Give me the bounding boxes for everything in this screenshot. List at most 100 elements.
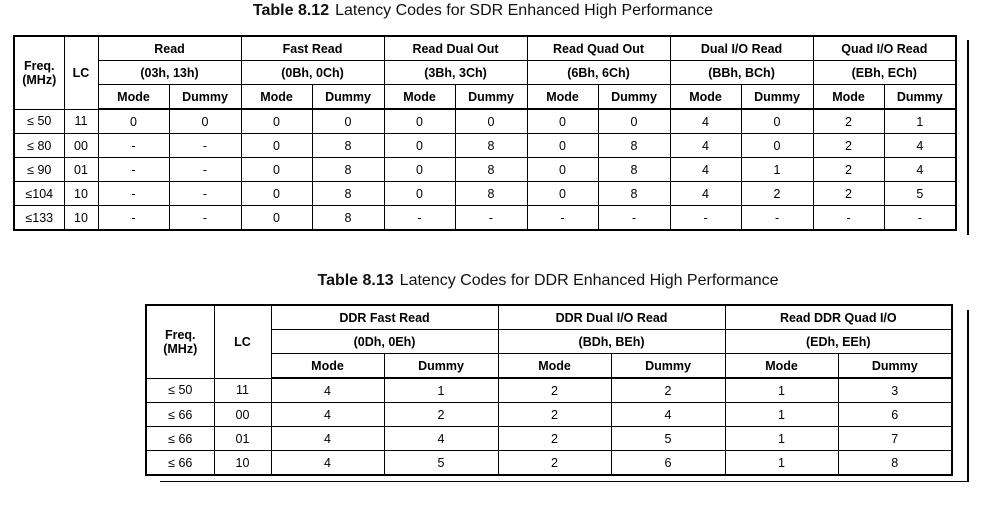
cell: 2: [610, 377, 726, 403]
group-name: Read Quad Out: [526, 35, 671, 61]
cell: 0: [526, 133, 599, 158]
cell: 8: [311, 205, 385, 231]
cell: 0: [740, 108, 814, 134]
cell: 4: [270, 402, 385, 427]
group-code: (0Dh, 0Eh): [270, 329, 499, 354]
cell: 8: [597, 181, 671, 206]
cell: -: [97, 133, 170, 158]
sub-header: Mode: [812, 84, 885, 110]
sub-header: Dummy: [740, 84, 814, 110]
cell: -: [740, 205, 814, 231]
group-code: (BDh, BEh): [497, 329, 726, 354]
sub-header: Mode: [497, 353, 612, 379]
cell: 1: [740, 157, 814, 182]
freq-header: Freq. (MHz): [13, 35, 65, 110]
group-code: (3Bh, 3Ch): [383, 60, 528, 85]
cell: 0: [454, 108, 528, 134]
caption-label: Table 8.12: [252, 2, 330, 19]
cell: 0: [97, 108, 170, 134]
cell: 2: [812, 108, 885, 134]
cell: 0: [240, 108, 313, 134]
cell: ≤ 50: [13, 108, 65, 134]
cell: 8: [311, 157, 385, 182]
cell: 2: [812, 157, 885, 182]
group-name: Read Dual Out: [383, 35, 528, 61]
cell: 4: [669, 133, 742, 158]
data-row: ≤ 50 11 4 1 2 2 1 3: [145, 377, 953, 403]
group-name: DDR Dual I/O Read: [497, 304, 726, 330]
caption-text: Latency Codes for SDR Enhanced High Perf…: [335, 2, 714, 19]
cell: -: [526, 205, 599, 231]
group-name: Read DDR Quad I/O: [724, 304, 953, 330]
cell: 7: [837, 426, 953, 451]
cell: 10: [63, 205, 99, 231]
group-code: (6Bh, 6Ch): [526, 60, 671, 85]
cell: ≤ 90: [13, 157, 65, 182]
cell: 2: [812, 133, 885, 158]
sub-header: Mode: [270, 353, 385, 379]
cell: -: [669, 205, 742, 231]
cell: 5: [383, 450, 499, 476]
cell: 0: [740, 133, 814, 158]
cell: 8: [454, 157, 528, 182]
cell: 8: [837, 450, 953, 476]
cell: 3: [837, 377, 953, 403]
cell: ≤104: [13, 181, 65, 206]
freq-header-line: Freq.: [164, 327, 196, 342]
sub-header: Dummy: [610, 353, 726, 379]
group-name: Fast Read: [240, 35, 385, 61]
bracket: [967, 310, 969, 482]
data-row: ≤ 66 01 4 4 2 5 1 7: [145, 426, 953, 451]
sub-header: Mode: [669, 84, 742, 110]
sub-header: Mode: [724, 353, 839, 379]
data-row: ≤ 80 00- -0 8 0 8 0 8 4 0 2 4: [13, 133, 957, 158]
cell: 4: [669, 108, 742, 134]
data-row: ≤ 66 00 4 2 2 4 1 6: [145, 402, 953, 427]
cell: -: [883, 205, 957, 231]
data-row: ≤ 50 11 0 0 0 0 0 0 0 0 4 0 2 1: [13, 108, 957, 134]
cell: 8: [454, 181, 528, 206]
cell: 0: [240, 157, 313, 182]
cell: 4: [669, 157, 742, 182]
cell: 2: [497, 426, 612, 451]
cell: 0: [240, 181, 313, 206]
group-code: (0Bh, 0Ch): [240, 60, 385, 85]
cell: 0: [240, 133, 313, 158]
cell: 4: [270, 377, 385, 403]
data-row: ≤ 90 01- -0 8 0 8 0 8 4 1 2 4: [13, 157, 957, 182]
sub-header: Dummy: [883, 84, 957, 110]
data-row: ≤104 10- -0 8 0 8 0 8 4 2 2 5: [13, 181, 957, 206]
cell: ≤ 50: [145, 377, 215, 403]
group-code: (EBh, ECh): [812, 60, 957, 85]
freq-header-line: Freq.: [23, 58, 55, 73]
cell: ≤ 80: [13, 133, 65, 158]
header-row: Mode Dummy Mode Dummy Mode Dummy: [146, 353, 953, 379]
cell: 4: [270, 426, 385, 451]
cell: 01: [63, 157, 99, 182]
group-code: (BBh, BCh): [669, 60, 814, 85]
cell: ≤ 66: [145, 426, 215, 451]
cell: 5: [883, 181, 957, 206]
lc-header: LC: [213, 304, 272, 379]
cell: 4: [270, 450, 385, 476]
cell: -: [97, 181, 170, 206]
header-row: Mode Dummy Mode Dummy Mode Dummy Mode Dummy Mode…: [14, 84, 957, 110]
cell: 4: [610, 402, 726, 427]
cell: 0: [597, 108, 671, 134]
cell: -: [383, 205, 456, 231]
lc-header: LC: [63, 35, 99, 110]
cell: 2: [497, 450, 612, 476]
group-code: (EDh, EEh): [724, 329, 953, 354]
sub-header: Mode: [97, 84, 170, 110]
sub-header: Dummy: [311, 84, 385, 110]
cell: -: [168, 181, 242, 206]
cell: 0: [383, 181, 456, 206]
cell: -: [454, 205, 528, 231]
cell: 2: [812, 181, 885, 206]
cell: 0: [383, 108, 456, 134]
cell: ≤133: [13, 205, 65, 231]
cell: 1: [724, 426, 839, 451]
cell: 1: [724, 450, 839, 476]
table-caption: Table 8.12 Latency Codes for SDR Enhanced…: [253, 2, 713, 20]
